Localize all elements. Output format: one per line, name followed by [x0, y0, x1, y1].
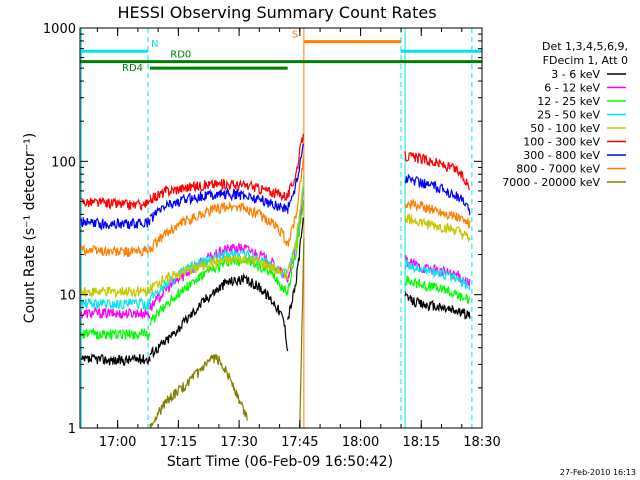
series-line	[404, 275, 471, 305]
series-line	[287, 199, 305, 295]
series-line	[287, 143, 305, 214]
series-line	[149, 256, 289, 326]
series-line	[80, 306, 151, 320]
series-line	[80, 217, 151, 231]
footer-timestamp: 27-Feb-2010 16:13	[560, 468, 636, 477]
series-line	[149, 201, 289, 253]
series-line	[404, 291, 471, 320]
legend-header: Det 1,3,4,5,6,9,	[542, 40, 628, 53]
y-tick-label: 10	[59, 289, 76, 304]
legend-entry-label: 50 - 100 keV	[530, 122, 600, 135]
y-tick-label: 1000	[43, 22, 76, 37]
flag-label: N	[151, 39, 158, 50]
flag-label: S	[292, 30, 298, 41]
series-line	[287, 174, 305, 273]
x-tick-label: 17:45	[281, 435, 318, 450]
legend-entry-label: 800 - 7000 keV	[516, 163, 600, 176]
x-tick-label: 17:30	[220, 435, 257, 450]
series-line	[404, 213, 471, 243]
series-line	[404, 198, 471, 229]
legend-header: FDecim 1, Att 0	[543, 54, 628, 67]
plot-area: N RD0 S RD4	[80, 28, 482, 429]
x-axis: 17:00 17:15 17:30 17:45 18:00 18:15 18:30	[96, 28, 501, 450]
series-line	[80, 353, 151, 366]
legend-entry-label: 12 - 25 keV	[537, 95, 600, 108]
legend-entry-label: 25 - 50 keV	[537, 109, 600, 122]
x-axis-label: Start Time (06-Feb-09 16:50:42)	[167, 454, 393, 470]
series-line	[149, 254, 289, 295]
series-line	[287, 133, 305, 199]
series-line	[404, 174, 471, 216]
x-tick-label: 18:30	[463, 435, 500, 450]
series-line	[287, 155, 305, 247]
x-tick-label: 18:00	[342, 435, 379, 450]
flag-label: RD4	[122, 63, 143, 74]
series-line	[149, 178, 289, 204]
chart-title: HESSI Observing Summary Count Rates	[117, 3, 436, 22]
legend-entry-label: 7000 - 20000 keV	[502, 176, 600, 189]
series-line	[80, 244, 151, 258]
y-axis: 1 10 100 1000	[43, 22, 482, 437]
series-line	[404, 259, 471, 292]
plot-frame	[79, 27, 483, 429]
series-line	[80, 327, 151, 342]
series-line	[149, 187, 289, 222]
series-line	[80, 296, 151, 311]
series-line	[80, 285, 151, 299]
series-line	[287, 216, 305, 320]
x-tick-label: 17:15	[160, 435, 197, 450]
y-tick-label: 100	[51, 155, 76, 170]
x-tick-label: 18:15	[403, 435, 440, 450]
y-axis-label: Count Rate (s⁻¹ detector⁻¹)	[22, 133, 38, 323]
legend: Det 1,3,4,5,6,9,FDecim 1, Att 03 - 6 keV…	[502, 40, 628, 189]
legend-entry-label: 6 - 12 keV	[544, 82, 600, 95]
series-line	[299, 238, 305, 427]
series-line	[149, 272, 289, 359]
legend-entry-label: 3 - 6 keV	[551, 68, 600, 81]
legend-entry-label: 100 - 300 keV	[523, 136, 600, 149]
x-tick-label: 17:00	[99, 435, 136, 450]
series-line	[404, 151, 471, 191]
series-line	[80, 196, 151, 211]
y-tick-label: 1	[68, 422, 76, 437]
legend-entry-label: 300 - 800 keV	[523, 149, 600, 162]
series-line	[149, 353, 248, 429]
flag-label: RD0	[170, 50, 191, 61]
